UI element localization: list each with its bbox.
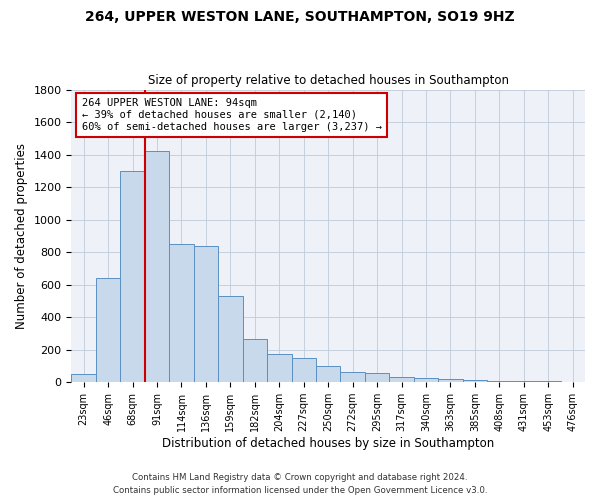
Bar	[365, 374, 389, 382]
Text: 264, UPPER WESTON LANE, SOUTHAMPTON, SO19 9HZ: 264, UPPER WESTON LANE, SOUTHAMPTON, SO1…	[85, 10, 515, 24]
Bar	[71, 374, 96, 382]
Bar	[218, 296, 242, 382]
Bar	[145, 152, 169, 382]
Y-axis label: Number of detached properties: Number of detached properties	[15, 143, 28, 329]
Bar	[512, 381, 536, 382]
Text: 264 UPPER WESTON LANE: 94sqm
← 39% of detached houses are smaller (2,140)
60% of: 264 UPPER WESTON LANE: 94sqm ← 39% of de…	[82, 98, 382, 132]
Bar	[96, 278, 121, 382]
Text: Contains HM Land Registry data © Crown copyright and database right 2024.
Contai: Contains HM Land Registry data © Crown c…	[113, 474, 487, 495]
Bar	[194, 246, 218, 382]
Bar	[292, 358, 316, 382]
Bar	[414, 378, 438, 382]
X-axis label: Distribution of detached houses by size in Southampton: Distribution of detached houses by size …	[162, 437, 494, 450]
Title: Size of property relative to detached houses in Southampton: Size of property relative to detached ho…	[148, 74, 509, 87]
Bar	[389, 378, 414, 382]
Bar	[121, 171, 145, 382]
Bar	[463, 380, 487, 382]
Bar	[267, 354, 292, 382]
Bar	[340, 372, 365, 382]
Bar	[169, 244, 194, 382]
Bar	[242, 339, 267, 382]
Bar	[316, 366, 340, 382]
Bar	[487, 380, 512, 382]
Bar	[438, 379, 463, 382]
